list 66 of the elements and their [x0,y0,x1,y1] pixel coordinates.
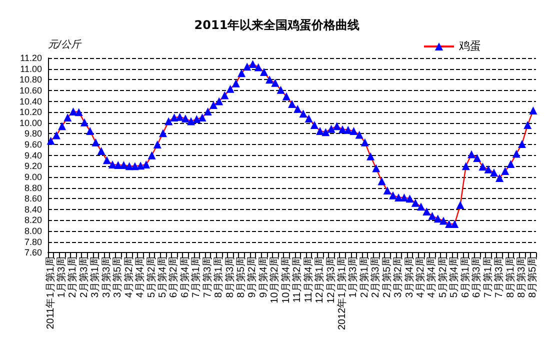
y-tick-label: 10.80 [19,74,42,85]
y-tick-label: 8.40 [24,204,42,214]
x-tick-label: 3月第2周 [392,256,404,298]
x-tick-label: 12月第1周 [314,256,326,304]
x-tick-label: 2月第1周 [66,256,79,298]
x-tick-label: 11月第2周 [291,256,304,303]
x-tick-label: 4月第4周 [426,256,438,298]
chart-title: 2011年以来全国鸡蛋价格曲线 [194,18,360,32]
y-tick-label: 8.20 [24,215,42,226]
y-tick-label: 9.80 [24,128,42,139]
x-tick-label: 8月第3周 [224,256,236,298]
x-tick-label: 9月第4周 [257,256,270,298]
y-tick-label: 9.20 [24,161,42,172]
x-tick-label: 3月第4周 [403,256,416,298]
x-tick-label: 1月第3周 [347,256,360,298]
x-tick-label: 2011年1月第1周 [44,256,56,330]
x-tick-label: 2012年1月第1周 [336,256,348,330]
x-tick-label: 8月第3周 [515,256,528,298]
y-tick-label: 8.80 [24,182,42,193]
x-tick-label: 3月第5周 [112,256,124,298]
x-tick-label: 7月第1周 [482,256,494,298]
y-axis-title: 元/公斤 [48,38,82,50]
x-tick-label: 9月第2周 [246,256,258,298]
y-tick-label: 10.40 [19,96,42,106]
x-tick-label: 2月第3周 [78,256,90,298]
y-tick-label: 11.20 [20,53,42,63]
x-tick-label: 3月第3周 [100,256,112,298]
y-tick-label: 8.60 [24,194,42,204]
x-tick-label: 11月第4周 [302,256,314,303]
x-tick-label: 8月第5周 [526,256,539,298]
x-tick-label: 4月第2周 [414,256,427,298]
y-tick-label: 10.20 [19,107,42,118]
y-tick-label: 9.60 [24,140,42,150]
x-tick-label: 4月第4周 [134,256,146,298]
y-tick-label: 7.80 [24,236,42,247]
y-tick-label: 11.00 [20,64,42,74]
x-tick-label: 6月第1周 [459,256,472,298]
x-tick-label: 8月第1周 [212,256,225,298]
x-tick-label: 2月第5周 [380,256,393,298]
x-tick-label: 8月第1周 [504,256,516,298]
x-tick-label: 2月第1周 [358,256,370,298]
x-tick-label: 7月第1周 [190,256,202,298]
x-tick-label: 5月第2周 [145,256,158,298]
x-tick-label: 7月第3周 [493,256,506,298]
x-tick-label: 5月第4周 [156,256,168,298]
x-tick-label: 8月第5周 [235,256,248,298]
x-tick-label: 6月第4周 [178,256,191,298]
x-tick-label: 10月第2周 [268,256,281,304]
y-tick-label: 9.00 [24,172,42,182]
y-tick-label: 10.00 [19,118,42,128]
x-tick-label: 10月第4周 [280,256,292,304]
x-tick-label: 1月第3周 [56,256,68,298]
y-tick-label: 7.60 [24,248,42,258]
y-tick-label: 10.60 [19,85,42,96]
x-tick-label: 3月第1周 [89,256,102,298]
y-tick-label: 9.40 [24,150,42,160]
x-tick-label: 12月第3周 [324,256,337,304]
y-tick-label: 8.00 [24,226,42,236]
legend-label: 鸡蛋 [458,40,481,52]
x-tick-label: 5月第4周 [448,256,460,298]
x-tick-label: 6月第2周 [168,256,180,298]
x-tick-label: 6月第3周 [470,256,483,298]
x-tick-label: 5月第2周 [436,256,449,298]
x-tick-label: 7月第3周 [201,256,214,298]
x-tick-label: 4月第2周 [122,256,135,298]
x-tick-label: 2月第3周 [370,256,382,298]
